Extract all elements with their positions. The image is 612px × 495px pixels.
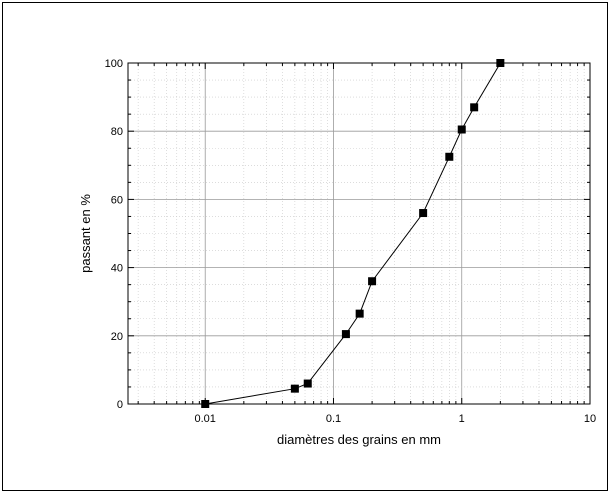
- grid: [128, 62, 591, 405]
- y-tick-labels: 0 20 40 60 80 100: [105, 58, 123, 411]
- data-markers: [201, 59, 505, 408]
- figure-frame: [2, 2, 608, 491]
- data-point: [445, 152, 454, 161]
- x-tick-labels: 0.01 0.1 1 10: [195, 413, 597, 425]
- x-tick-label: 0.1: [326, 413, 341, 425]
- y-axis-label: passant en %: [78, 194, 93, 273]
- data-point: [457, 125, 466, 134]
- data-point: [368, 277, 377, 286]
- y-tick-label: 60: [111, 194, 123, 206]
- data-point: [496, 59, 505, 67]
- data-point: [419, 209, 428, 218]
- x-tick-label: 1: [459, 413, 465, 425]
- x-axis-label: diamètres des grains en mm: [277, 432, 441, 447]
- data-point: [303, 379, 312, 388]
- data-point: [290, 384, 299, 393]
- y-tick-label: 80: [111, 126, 123, 138]
- data-point: [201, 400, 210, 408]
- data-point: [355, 309, 364, 318]
- y-tick-label: 40: [111, 263, 123, 275]
- y-tick-label: 100: [105, 58, 123, 70]
- y-tick-label: 0: [117, 399, 123, 411]
- axis-ticks: [128, 62, 591, 405]
- y-tick-label: 20: [111, 331, 123, 343]
- data-point: [341, 330, 350, 339]
- x-tick-label: 0.01: [195, 413, 216, 425]
- data-point: [470, 103, 479, 112]
- x-tick-label: 10: [584, 413, 596, 425]
